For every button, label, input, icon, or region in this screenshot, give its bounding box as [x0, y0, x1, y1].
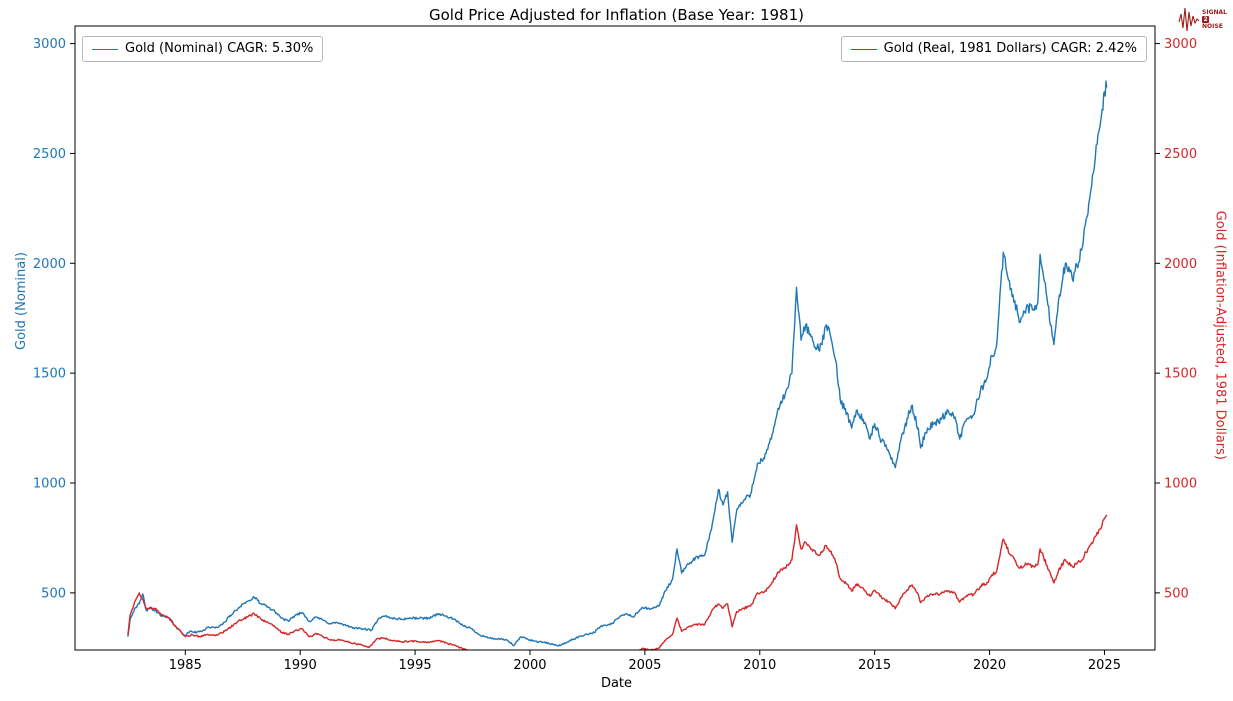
legend-label-nominal: Gold (Nominal) CAGR: 5.30% — [125, 41, 314, 56]
logo-line3: NOISE — [1202, 22, 1223, 30]
svg-text:2500: 2500 — [33, 147, 66, 162]
legend-line-real-icon — [850, 48, 877, 50]
svg-text:1500: 1500 — [33, 367, 66, 382]
svg-text:2000: 2000 — [1164, 257, 1197, 272]
svg-text:1000: 1000 — [1164, 477, 1197, 492]
svg-text:1995: 1995 — [399, 658, 432, 673]
svg-text:3000: 3000 — [33, 37, 66, 52]
logo-line2: 2 — [1202, 15, 1210, 23]
signal2noise-logo: SIGNAL 2 NOISE — [1178, 4, 1227, 34]
svg-text:2015: 2015 — [858, 658, 891, 673]
svg-text:500: 500 — [41, 586, 66, 601]
svg-text:2010: 2010 — [743, 658, 776, 673]
svg-text:1000: 1000 — [33, 477, 66, 492]
svg-text:2025: 2025 — [1088, 658, 1121, 673]
y-axis-label-right: Gold (Inflation-Adjusted, 1981 Dollars) — [1212, 210, 1227, 460]
chart-title: Gold Price Adjusted for Inflation (Base … — [429, 6, 804, 24]
svg-text:3000: 3000 — [1164, 37, 1197, 52]
svg-text:2000: 2000 — [513, 658, 546, 673]
legend-real: Gold (Real, 1981 Dollars) CAGR: 2.42% — [840, 36, 1147, 62]
logo-text: SIGNAL 2 NOISE — [1202, 9, 1227, 30]
x-axis-label: Date — [600, 676, 633, 691]
svg-text:500: 500 — [1164, 586, 1189, 601]
svg-text:2000: 2000 — [33, 257, 66, 272]
svg-text:1990: 1990 — [284, 658, 317, 673]
svg-text:1985: 1985 — [169, 658, 202, 673]
svg-text:2500: 2500 — [1164, 147, 1197, 162]
y-axis-label-left: Gold (Nominal) — [14, 252, 29, 350]
legend-nominal: Gold (Nominal) CAGR: 5.30% — [82, 36, 324, 62]
legend-line-nominal-icon — [92, 48, 118, 50]
waveform-icon — [1178, 7, 1200, 32]
svg-text:2020: 2020 — [973, 658, 1006, 673]
logo-line1: SIGNAL — [1202, 8, 1227, 16]
legend-label-real: Gold (Real, 1981 Dollars) CAGR: 2.42% — [883, 41, 1137, 56]
svg-text:1500: 1500 — [1164, 367, 1197, 382]
svg-text:2005: 2005 — [628, 658, 661, 673]
